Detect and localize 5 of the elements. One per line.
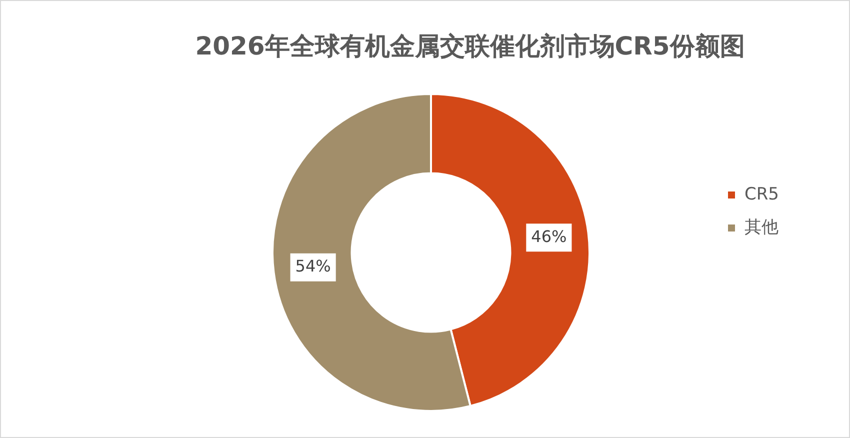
data-label: 46% — [531, 226, 567, 246]
chart-title: 2026年全球有机金属交联催化剂市场CR5份额图 — [195, 32, 745, 60]
legend-label: CR5 — [744, 184, 779, 204]
legend-label: 其他 — [744, 217, 778, 238]
data-label: 54% — [295, 256, 331, 276]
